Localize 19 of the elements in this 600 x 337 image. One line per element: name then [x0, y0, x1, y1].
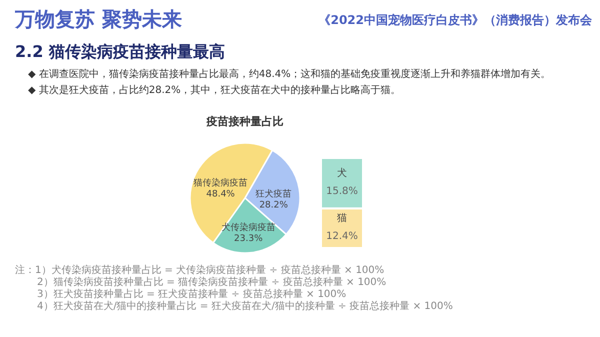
data-label: 15.8%: [326, 186, 358, 198]
series-label: 犬: [337, 167, 347, 180]
data-label: 23.3%: [234, 234, 264, 244]
chart-title: 疫苗接种量占比: [206, 115, 284, 128]
data-label: 12.4%: [326, 231, 358, 242]
text: ◆ 其次是狂犬疫苗，占比约28.2%，其中，狂犬疫苗在犬中的接种量占比略高于猫。: [28, 84, 401, 96]
text: 《2022中国宠物医疗白皮书》（消费报告）发布会: [318, 13, 593, 27]
text: ◆ 在调查医院中，猫传染病疫苗接种量占比最高，约48.4%；这和猫的基础免疫重视度逐渐上升和养猫群体增加有关。: [28, 68, 551, 80]
slice-label: 狂犬疫苗: [256, 188, 292, 200]
text: 2）猫传染病疫苗接种量占比 = 猫传染病疫苗接种量 ÷ 疫苗总接种量 × 100%: [37, 276, 386, 288]
data-label: 48.4%: [206, 189, 236, 200]
text: 4）狂犬疫苗在犬/猫中的接种量占比 = 狂犬疫苗在犬/猫中的接种量 ÷ 疫苗总接种量 × 100%: [37, 300, 453, 312]
slice-label: 猫传染病疫苗: [194, 177, 248, 188]
text: 注：1）犬传染病疫苗接种量占比 = 犬传染病疫苗接种量 ÷ 疫苗总接种量 × 100%: [15, 264, 384, 276]
data-label: 28.2%: [259, 200, 288, 210]
series-label: 猫: [337, 213, 347, 224]
text: 3）狂犬疫苗接种量占比 = 狂犬疫苗接种量 ÷ 疫苗总接种量 × 100%: [37, 288, 346, 300]
text: 万物复苏 聚势未来: [14, 7, 182, 31]
text: 2.2 猫传染病疫苗接种量最高: [15, 42, 225, 61]
